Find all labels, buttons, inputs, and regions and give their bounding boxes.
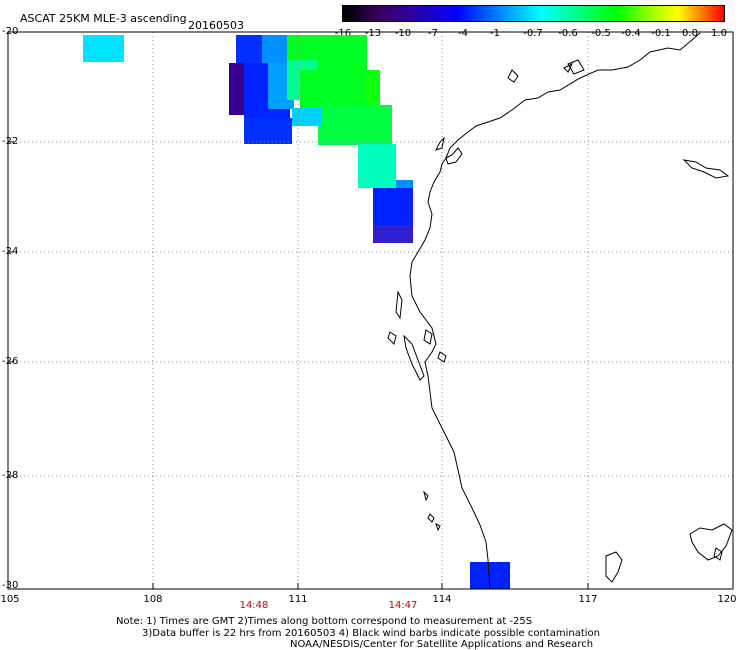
- data-pixel: [396, 180, 413, 189]
- data-pixel: [366, 70, 380, 110]
- data-pixel: [244, 118, 292, 144]
- note-line-1: Note: 1) Times are GMT 2)Times along bot…: [116, 616, 533, 627]
- note-line-3: NOAA/NESDIS/Center for Satellite Applica…: [290, 639, 594, 650]
- colorbar: [342, 5, 725, 22]
- colorbar-tick: -10: [394, 28, 412, 39]
- lon-label: 111: [288, 594, 308, 605]
- lat-label: -22: [2, 136, 19, 147]
- lat-label: -24: [2, 246, 19, 257]
- data-pixel: [262, 35, 287, 63]
- lat-label: -26: [2, 356, 19, 367]
- lat-label: -30: [2, 580, 19, 591]
- lon-label: 114: [432, 594, 452, 605]
- lon-label: 108: [143, 594, 163, 605]
- colorbar-tick: -1: [490, 28, 500, 39]
- lat-label: -20: [2, 26, 19, 37]
- data-pixel: [318, 105, 392, 145]
- data-pixel: [358, 144, 396, 188]
- date-label: 20160503: [188, 19, 244, 32]
- colorbar-tick: -4: [458, 28, 468, 39]
- time-label: 14:48: [239, 600, 269, 611]
- note-line-2: 3)Data buffer is 22 hrs from 20160503 4)…: [142, 628, 600, 639]
- data-pixel: [373, 225, 413, 243]
- lon-label: 120: [717, 594, 737, 605]
- colorbar-tick: 0.0: [682, 28, 698, 39]
- data-pixel: [229, 63, 247, 115]
- colorbar-tick: -0.1: [651, 28, 671, 39]
- lat-label: -28: [2, 470, 19, 481]
- colorbar-tick: -0.4: [621, 28, 641, 39]
- title: ASCAT 25KM MLE-3 ascending: [20, 12, 187, 25]
- lon-label: 105: [0, 594, 20, 605]
- colorbar-tick: -0.7: [523, 28, 543, 39]
- colorbar-tick: 1.0: [711, 28, 727, 39]
- lon-label: 117: [578, 594, 598, 605]
- coastline: [387, 32, 733, 590]
- time-label: 14:47: [388, 600, 418, 611]
- plot-frame: [7, 31, 734, 590]
- data-pixel-offshore: [83, 35, 124, 62]
- colorbar-tick: -13: [364, 28, 382, 39]
- colorbar-tick: -16: [334, 28, 352, 39]
- colorbar-tick: -7: [428, 28, 438, 39]
- colorbar-tick: -0.6: [558, 28, 578, 39]
- data-pixel: [292, 108, 322, 126]
- data-pixel: [373, 188, 413, 228]
- wind-data-pixels: [83, 35, 510, 589]
- colorbar-tick: -0.5: [591, 28, 611, 39]
- grid: [8, 32, 733, 589]
